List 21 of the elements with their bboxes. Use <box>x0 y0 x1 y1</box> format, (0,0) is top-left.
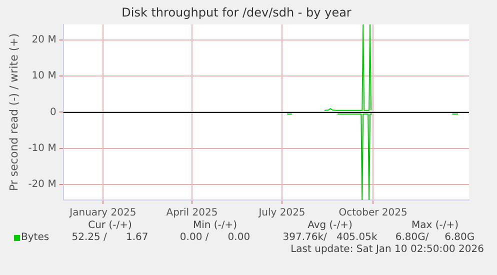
text: 6.80G/ 6.80G <box>395 232 475 243</box>
text: 397.76k/ 405.05k <box>282 232 378 243</box>
x-tick-label: October 2025 <box>338 208 408 219</box>
x-tick-label: January 2025 <box>68 208 136 219</box>
chart-title: Disk throughput for /dev/sdh - by year <box>122 5 352 20</box>
y-tick-label: 0 <box>50 106 56 118</box>
legend-label: Bytes <box>21 232 50 243</box>
x-tick-label: April 2025 <box>166 208 218 219</box>
text: 0.00 / 0.00 <box>180 232 250 243</box>
y-tick-label: 20 M <box>32 34 56 46</box>
text: Last update: Sat Jan 10 02:50:00 2026 <box>290 244 484 255</box>
y-tick-label: -20 M <box>28 179 56 190</box>
y-tick-label: -10 M <box>28 142 56 154</box>
text: Max (-/+) <box>411 220 459 231</box>
text: Cur (-/+) <box>88 220 132 231</box>
text: Avg (-/+) <box>308 220 352 231</box>
x-tick-label: July 2025 <box>258 208 306 219</box>
y-axis-title: Pr second read (-) / write (+) <box>7 33 20 192</box>
y-tick-label: 10 M <box>32 70 56 82</box>
text: Min (-/+) <box>192 220 238 231</box>
text: 52.25 / 1.67 <box>72 232 148 243</box>
